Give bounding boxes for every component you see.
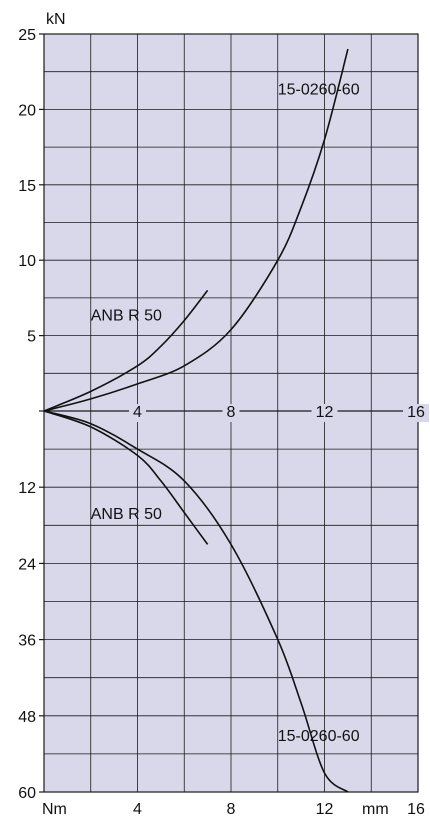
middle-x-tick-label: 4 <box>133 404 142 421</box>
curve-annotation: 15-0260-60 <box>278 728 360 745</box>
bottom-x-tick-label: 8 <box>227 801 236 818</box>
middle-x-tick-label: 8 <box>227 404 236 421</box>
middle-x-tick-label: 16 <box>407 404 425 421</box>
lower-y-tick-label: 12 <box>18 480 36 497</box>
x-unit-label: mm <box>362 801 389 818</box>
curves <box>43 48 349 793</box>
upper-curve <box>43 289 209 412</box>
lower-horizontal-grid <box>44 448 418 755</box>
lower-y-tick-label: 60 <box>18 785 36 802</box>
lower-y-tick-label: 24 <box>18 556 36 573</box>
lower-y-tick-label: 48 <box>18 709 36 726</box>
bottom-x-tick-label: 4 <box>133 801 142 818</box>
upper-y-tick-label: 15 <box>18 178 36 195</box>
middle-x-tick-label-backdrop <box>222 404 240 422</box>
upper-y-tick-label: 20 <box>18 102 36 119</box>
upper-horizontal-grid <box>44 71 418 374</box>
curve-annotation: ANB R 50 <box>91 506 162 523</box>
lower-curve <box>43 410 209 545</box>
lower-y-tick-label: 36 <box>18 633 36 650</box>
curve-annotation: 15-0260-60 <box>278 81 360 98</box>
middle-x-tick-label: 12 <box>316 404 334 421</box>
upper-curve <box>43 48 349 412</box>
lower-unit-label: Nm <box>42 801 67 818</box>
bottom-x-tick-label: 16 <box>407 801 425 818</box>
lower-curve <box>43 410 349 793</box>
curve-annotation: ANB R 50 <box>91 308 162 325</box>
curve-annotations: 15-0260-60 ANB R 50 ANB R 50 15-0260-60 <box>91 81 360 745</box>
upper-y-tick-label: 25 <box>18 27 36 44</box>
middle-x-tick-label-backdrop <box>311 404 338 422</box>
middle-x-tick-label-backdrop <box>129 404 146 422</box>
upper-y-tick-label: 5 <box>27 329 36 346</box>
bottom-x-tick-label: 12 <box>316 801 334 818</box>
middle-x-tick-label-backdrop <box>403 404 429 422</box>
upper-unit-label: kN <box>46 11 66 28</box>
upper-y-tick-label: 10 <box>18 253 36 270</box>
